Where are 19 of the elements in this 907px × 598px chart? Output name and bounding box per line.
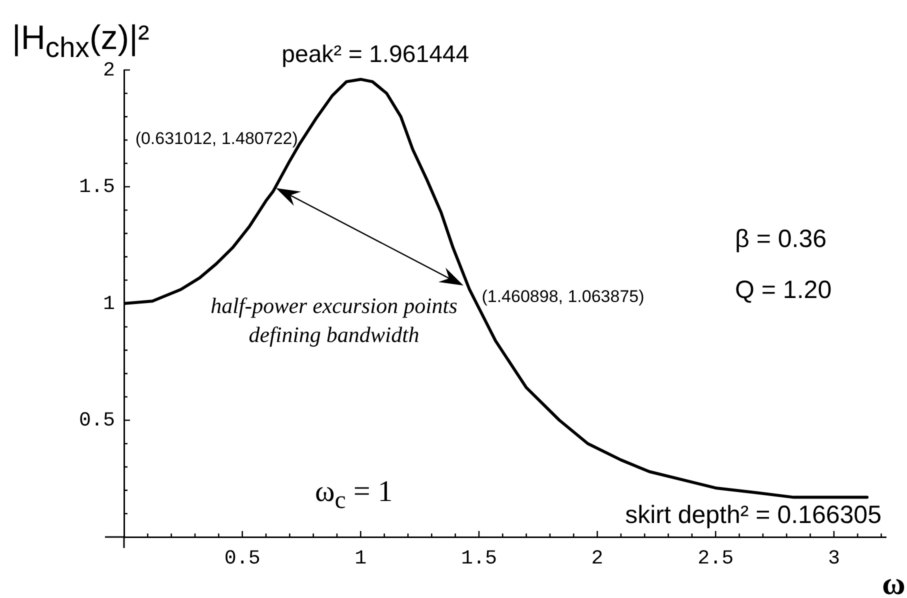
annotation: skirt depth² = 0.166305 xyxy=(625,500,882,530)
annotation: Q = 1.20 xyxy=(735,276,832,305)
x-tick-label: 1.5 xyxy=(460,547,497,570)
annotation: ω$_{c}$ = 1 xyxy=(315,474,393,514)
annotation: β = 0.36 xyxy=(735,224,827,254)
y-tick-label: 0.5 xyxy=(78,410,115,433)
y-tick-label: 1.5 xyxy=(78,176,115,200)
annotation: peak² = 1.961444 xyxy=(282,40,470,69)
y-tick-label: 1 xyxy=(102,292,115,316)
x-tick-label: 2.5 xyxy=(698,547,734,570)
x-tick-label: 2 xyxy=(591,547,604,570)
y-tick-label: 2 xyxy=(102,59,115,82)
annotation: (1.460898, 1.063875) xyxy=(482,287,644,308)
x-tick-label: 1 xyxy=(354,547,367,570)
annotation: half-power excursion points defining bandwidth xyxy=(210,292,458,347)
annotation: (0.631012, 1.480722) xyxy=(135,128,298,149)
x-axis-title: ω xyxy=(882,564,906,598)
x-tick-label: 3 xyxy=(828,547,840,570)
x-tick-label: 0.5 xyxy=(224,547,260,570)
